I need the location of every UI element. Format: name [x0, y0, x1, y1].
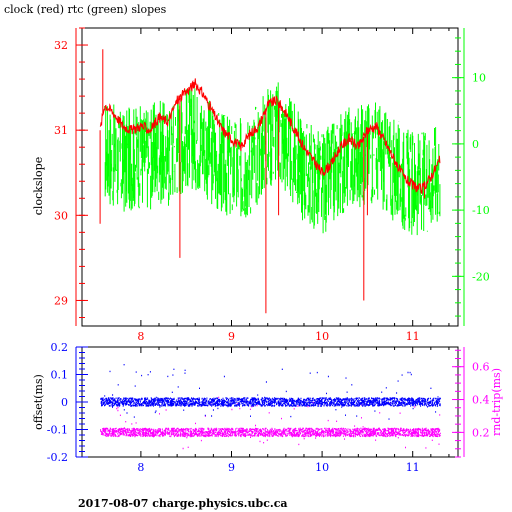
x-tick-label: 11	[406, 461, 420, 474]
top-left-axis: 29 30 31 32	[54, 27, 88, 326]
x-tick-label: 10	[315, 330, 329, 343]
bottom-x-axis: 8 9 10 11	[137, 347, 450, 474]
x-tick-label: 8	[137, 330, 144, 343]
footer-caption: 2017-08-07 charge.physics.ubc.ca	[78, 497, 288, 510]
clock-slope-line	[99, 49, 441, 314]
clock-slope-series	[99, 49, 441, 314]
y-tick-label: -0.1	[47, 424, 68, 437]
y-tick-label: 32	[54, 39, 68, 52]
y-tick-label: -20	[472, 270, 490, 283]
bottom-right-axis: 0.6 0.4 0.2	[452, 347, 490, 458]
rnd-trip-points	[100, 396, 441, 450]
offset-series	[100, 364, 441, 420]
y-tick-label: 0.6	[472, 361, 490, 374]
chart-title: clock (red) rtc (green) slopes	[4, 3, 167, 16]
y-tick-label: -10	[472, 204, 490, 217]
rnd-trip-axis-label: rnd-trip(ms)	[490, 368, 503, 436]
offset-axis-label: offset(ms)	[32, 374, 45, 430]
clockslope-axis-label: clockslope	[32, 157, 45, 215]
top-right-axis: 10 0 -10 -20	[452, 28, 490, 326]
y-tick-label: 0	[61, 396, 68, 409]
y-tick-label: 0	[472, 138, 479, 151]
y-tick-label: 0.2	[51, 341, 69, 354]
x-tick-label: 9	[228, 330, 235, 343]
x-tick-label: 8	[137, 461, 144, 474]
y-tick-label: 31	[54, 124, 68, 137]
y-tick-label: 30	[54, 209, 68, 222]
y-tick-label: -0.2	[47, 451, 68, 464]
x-tick-label: 9	[228, 461, 235, 474]
y-tick-label: 0.4	[472, 394, 490, 407]
x-tick-label: 11	[406, 330, 420, 343]
x-tick-label: 10	[315, 461, 329, 474]
top-plot-frame	[81, 27, 459, 327]
y-tick-label: 0.2	[472, 426, 490, 439]
bottom-left-axis: 0.2 0.1 0 -0.1 -0.2	[47, 341, 88, 464]
offset-points	[100, 364, 441, 420]
y-tick-label: 0.1	[51, 369, 69, 382]
top-panel: 8 9 10 11 29 30 31 32 10 0 -10 -20 clockslope	[32, 27, 490, 343]
y-tick-label: 10	[472, 72, 486, 85]
y-tick-label: 29	[54, 294, 68, 307]
bottom-panel: 8 9 10 11 0.2 0.1 0 -0.1 -0.2 0.6 0.4 0.2 offset(…	[32, 341, 503, 474]
top-x-axis: 8 9 10 11	[137, 28, 450, 343]
rnd-trip-series	[100, 396, 441, 450]
